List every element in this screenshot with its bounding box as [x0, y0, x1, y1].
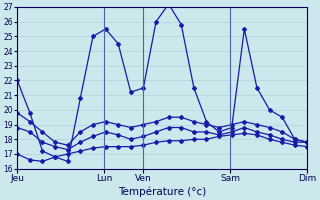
X-axis label: Température (°c): Température (°c)	[118, 186, 206, 197]
